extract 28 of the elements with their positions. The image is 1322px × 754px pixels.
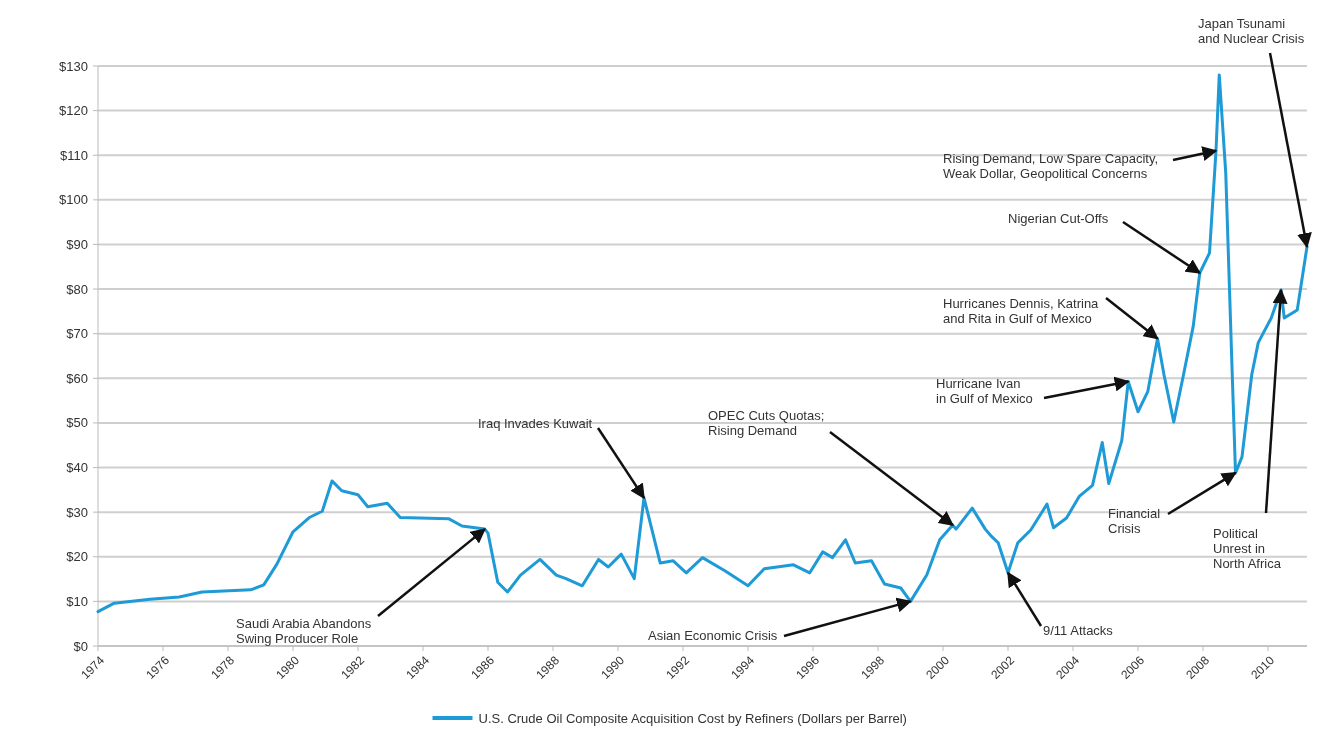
annotation: OPEC Cuts Quotas; Rising Demand — [708, 408, 825, 439]
annotation: Asian Economic Crisis — [648, 628, 778, 644]
y-tick-label: $40 — [66, 460, 88, 476]
y-tick-label: $80 — [66, 281, 88, 297]
annotation: Political Unrest in North Africa — [1213, 526, 1282, 572]
y-tick-label: $70 — [66, 326, 88, 342]
annotation: 9/11 Attacks — [1043, 623, 1114, 639]
y-tick-label: $0 — [73, 638, 88, 654]
y-tick-label: $110 — [60, 147, 88, 163]
legend-label: U.S. Crude Oil Composite Acquisition Cost by Refiners (Dollars per Barrel) — [478, 710, 907, 726]
y-tick-label: $100 — [59, 192, 88, 208]
annotation: Nigerian Cut-Offs — [1008, 211, 1109, 227]
annotation: Financial Crisis — [1108, 506, 1161, 537]
line-series — [96, 73, 1309, 614]
annotation: Iraq Invades Kuwait — [478, 416, 593, 432]
y-tick-label: $130 — [59, 58, 88, 74]
y-tick-label: $50 — [66, 415, 88, 431]
annotation: Japan Tsunami and Nuclear Crisis — [1198, 16, 1305, 47]
y-tick-label: $10 — [66, 593, 88, 609]
annotation: Hurricanes Dennis, Katrina and Rita in Gulf of Mexico — [943, 296, 1100, 327]
y-tick-label: $30 — [66, 504, 88, 520]
y-tick-label: $120 — [59, 103, 88, 119]
y-tick-label: $60 — [66, 370, 88, 386]
annotation: Hurricane Ivan in Gulf of Mexico — [936, 376, 1033, 407]
y-tick-label: $20 — [66, 549, 88, 565]
annotation: Rising Demand, Low Spare Capacity, Weak Dollar, Geopolitical Concerns — [943, 151, 1159, 182]
annotation: Saudi Arabia Abandons Swing Producer Role — [236, 616, 372, 647]
y-tick-label: $90 — [66, 237, 88, 253]
